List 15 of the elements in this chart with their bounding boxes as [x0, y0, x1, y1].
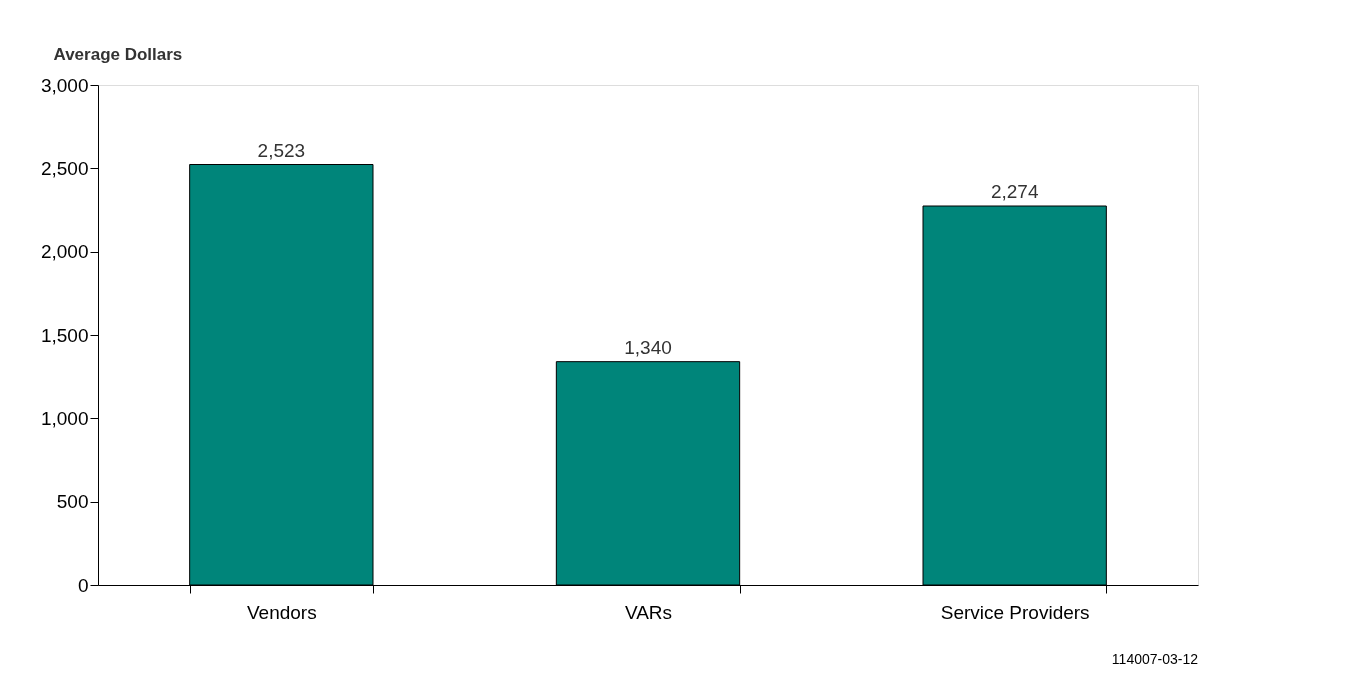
y-tick-label: 500	[56, 491, 89, 513]
data-label: 2,274	[990, 181, 1039, 202]
y-tick-label: 2,000	[40, 241, 89, 263]
x-tick-label: Vendors	[246, 601, 317, 623]
y-tick-label: 1,000	[40, 407, 89, 429]
y-tick-label: 0	[77, 574, 89, 596]
y-tick-label: 1,500	[40, 324, 89, 346]
y-tick-label: 3,000	[40, 74, 89, 96]
x-tick-label: VARs	[624, 601, 673, 623]
y-tick-label: 2,500	[40, 157, 89, 179]
y-axis-title: Average Dollars	[53, 44, 183, 64]
x-tick-label: Service Providers	[940, 601, 1090, 623]
data-label: 1,340	[624, 336, 672, 358]
text: 114007-03-12	[1111, 651, 1199, 667]
data-label: 2,523	[257, 139, 306, 161]
